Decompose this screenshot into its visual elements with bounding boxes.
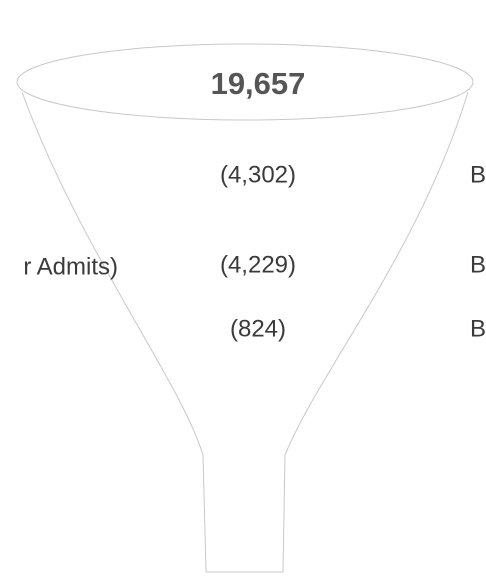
funnel-rows: (4,302) B (4,229) Br Admits) (824) B bbox=[23, 161, 486, 342]
row-value: (4,229) bbox=[220, 251, 296, 278]
row-value: (824) bbox=[230, 315, 286, 342]
row-right-label: B bbox=[470, 315, 486, 342]
total-value: 19,657 bbox=[211, 66, 306, 101]
row-right-label: B bbox=[470, 251, 486, 278]
funnel-top bbox=[16, 43, 474, 121]
funnel-body bbox=[21, 91, 469, 573]
row-right-label: B bbox=[470, 161, 486, 188]
row-value: (4,302) bbox=[220, 161, 296, 188]
row-left-label: r Admits) bbox=[23, 253, 118, 280]
